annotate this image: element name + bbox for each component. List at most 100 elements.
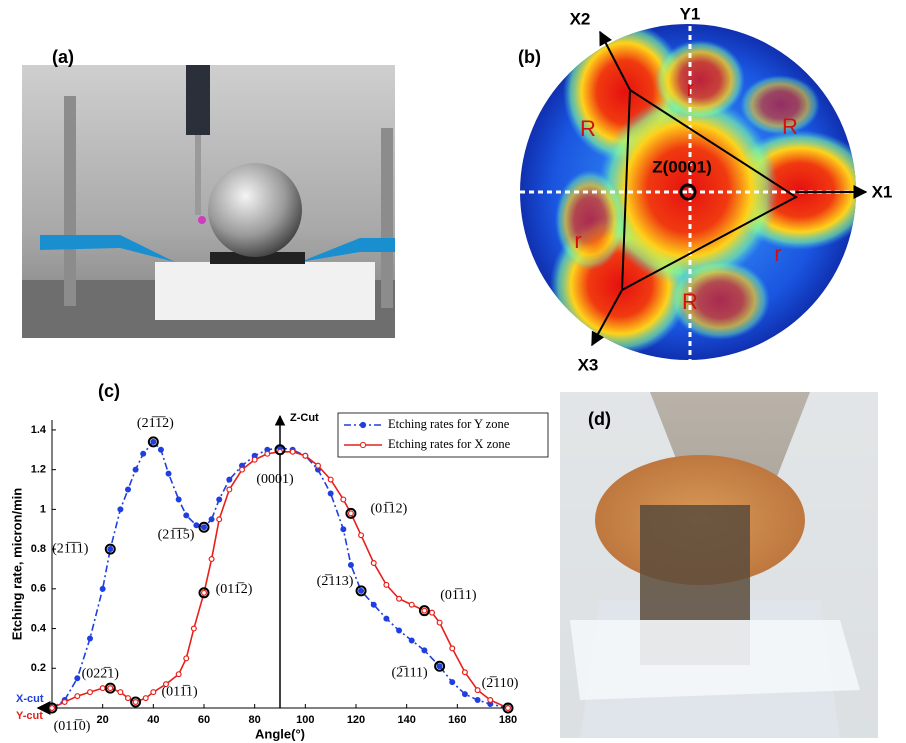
data-point xyxy=(463,692,468,697)
data-point xyxy=(450,680,455,685)
data-point xyxy=(151,690,156,695)
data-point xyxy=(141,451,146,456)
data-point xyxy=(265,451,270,456)
data-point xyxy=(184,656,189,661)
map-label: r xyxy=(574,228,581,253)
legend-label: Etching rates for X zone xyxy=(388,437,511,451)
annotation-label: (21̅1̅5) xyxy=(158,527,195,542)
panel-label: (a) xyxy=(52,47,74,67)
data-point xyxy=(409,638,414,643)
data-point xyxy=(100,586,105,591)
data-point xyxy=(217,517,222,522)
data-point xyxy=(475,698,480,703)
x-tick-label: 80 xyxy=(249,714,261,726)
data-point xyxy=(422,608,427,613)
y-tick-label: 0.4 xyxy=(31,622,47,634)
annotation-label: (2̅111) xyxy=(391,666,428,681)
data-point xyxy=(328,477,333,482)
data-point xyxy=(75,694,80,699)
x-tick-label: 160 xyxy=(448,714,466,726)
data-point xyxy=(108,547,113,552)
y-tick-label: 1 xyxy=(40,503,46,515)
annotation-label: (011̅1) xyxy=(161,684,198,699)
y-tick-label: 1.2 xyxy=(31,464,46,476)
data-point xyxy=(151,439,156,444)
annotation-label: (01̅11) xyxy=(440,588,477,603)
y-tick-label: 0.2 xyxy=(31,662,46,674)
legend-label: Etching rates for Y zone xyxy=(388,417,510,431)
y-tick-label: 1.4 xyxy=(31,424,47,436)
data-point xyxy=(184,513,189,518)
data-point xyxy=(341,497,346,502)
x-tick-label: 60 xyxy=(198,714,210,726)
data-point xyxy=(349,511,354,516)
data-point xyxy=(88,690,93,695)
x-tick-label: 120 xyxy=(347,714,365,726)
data-point xyxy=(191,626,196,631)
data-point xyxy=(328,491,333,496)
data-point xyxy=(316,463,321,468)
x-tick-label: 180 xyxy=(499,714,517,726)
annotation-label: (21̅1̅2) xyxy=(137,416,174,431)
data-point xyxy=(359,533,364,538)
data-point xyxy=(166,471,171,476)
data-point xyxy=(62,700,67,705)
x-axis-label: Angle(°) xyxy=(255,726,305,741)
data-point xyxy=(371,602,376,607)
data-point xyxy=(437,664,442,669)
data-point xyxy=(384,616,389,621)
data-point xyxy=(194,523,199,528)
map-label: R xyxy=(682,289,698,314)
data-point xyxy=(133,467,138,472)
map-label: X3 xyxy=(578,355,599,374)
annotation-label: (21̅1̅1) xyxy=(52,541,89,556)
data-point xyxy=(341,527,346,532)
data-point xyxy=(303,453,308,458)
data-point xyxy=(422,648,427,653)
x-tick-label: 140 xyxy=(397,714,415,726)
annotation-label: (0001) xyxy=(256,472,294,487)
y-cut-label: Y-cut xyxy=(16,710,43,722)
map-label: R xyxy=(580,116,596,141)
panel-label: (c) xyxy=(98,381,120,401)
data-point xyxy=(463,670,468,675)
y-axis-label: Etching rate, micron/min xyxy=(9,488,24,640)
panel-label: (d) xyxy=(588,409,611,429)
annotation-label: (2̅110) xyxy=(482,676,519,691)
data-point xyxy=(209,517,214,522)
data-point xyxy=(202,525,207,530)
annotation-label: (2̅113) xyxy=(317,574,354,589)
panel-label: (b) xyxy=(518,47,541,67)
map-label: Y1 xyxy=(680,4,701,23)
data-point xyxy=(88,636,93,641)
data-point xyxy=(488,698,493,703)
map-label: r xyxy=(774,241,781,266)
data-point xyxy=(475,688,480,693)
x-tick-label: 40 xyxy=(147,714,159,726)
data-point xyxy=(202,590,207,595)
data-point xyxy=(217,497,222,502)
data-point xyxy=(108,686,113,691)
map-label: Z(0001) xyxy=(652,157,712,176)
map-label: R xyxy=(782,114,798,139)
data-point xyxy=(176,672,181,677)
z-cut-label: Z-Cut xyxy=(290,412,319,424)
data-point xyxy=(209,557,214,562)
x-cut-label: X-cut xyxy=(16,693,44,705)
data-point xyxy=(506,706,511,711)
data-point xyxy=(397,628,402,633)
data-point xyxy=(126,487,131,492)
data-point xyxy=(118,507,123,512)
x-tick-label: 100 xyxy=(296,714,314,726)
data-point xyxy=(176,497,181,502)
data-point xyxy=(430,610,435,615)
legend-marker xyxy=(360,422,365,427)
y-tick-label: 0.6 xyxy=(31,583,46,595)
data-point xyxy=(290,449,295,454)
data-point xyxy=(240,467,245,472)
data-point xyxy=(349,563,354,568)
map-label: r xyxy=(686,76,693,101)
photo-d xyxy=(560,392,878,738)
annotation-label: (011̅2) xyxy=(216,582,253,597)
